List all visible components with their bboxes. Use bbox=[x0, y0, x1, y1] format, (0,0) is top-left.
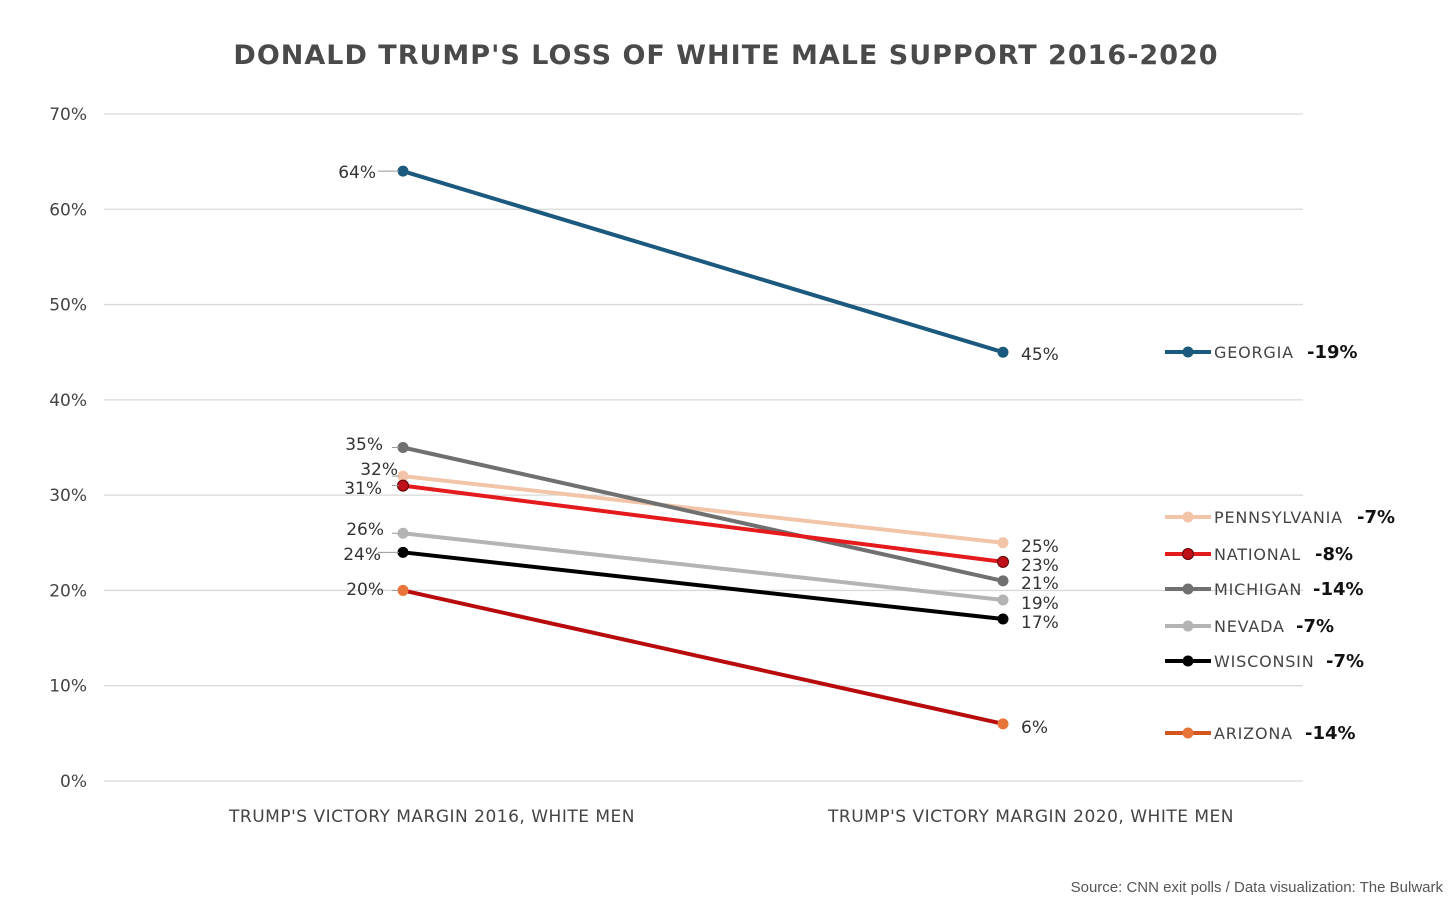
data-label-national: 31% bbox=[344, 479, 382, 499]
data-point-wisconsin bbox=[397, 546, 409, 558]
data-label-georgia: 64% bbox=[338, 163, 376, 183]
y-tick-label: 30% bbox=[49, 486, 87, 506]
y-tick-label: 60% bbox=[49, 200, 87, 220]
data-labels: 26% 19% 24% 17% 32% 25% 35% 21% 31% 23% 20% 6% 64% 45… bbox=[338, 163, 1059, 738]
legend-change: -19% bbox=[1307, 342, 1358, 363]
legend-marker-wisconsin bbox=[1182, 655, 1194, 667]
data-label-national: 23% bbox=[1021, 556, 1059, 576]
y-tick-label: 0% bbox=[60, 772, 87, 792]
legend-marker-nevada bbox=[1182, 620, 1194, 632]
data-point-michigan bbox=[397, 442, 409, 453]
data-point-national bbox=[997, 555, 1009, 568]
legend-change: -14% bbox=[1305, 723, 1356, 744]
y-tick-label: 50% bbox=[49, 296, 87, 316]
data-point-georgia bbox=[997, 346, 1009, 358]
data-point-arizona bbox=[397, 584, 409, 596]
legend-name: NATIONAL bbox=[1214, 545, 1301, 564]
legend-name: ARIZONA bbox=[1214, 724, 1293, 743]
y-tick-label: 10% bbox=[49, 677, 87, 697]
data-label-nevada: 19% bbox=[1021, 594, 1059, 614]
data-label-pennsylvania: 25% bbox=[1021, 537, 1059, 557]
legend-change: -14% bbox=[1313, 579, 1364, 600]
legend-change: -7% bbox=[1296, 616, 1334, 637]
series-line-wisconsin bbox=[401, 550, 1005, 622]
legend-name: PENNSYLVANIA bbox=[1214, 508, 1343, 527]
data-label-pennsylvania: 32% bbox=[360, 460, 398, 480]
data-point-georgia bbox=[397, 165, 409, 177]
series-line-nevada bbox=[401, 531, 1005, 602]
legend-change: -7% bbox=[1357, 507, 1395, 528]
data-point-arizona bbox=[997, 718, 1009, 730]
x-axis-categories: TRUMP'S VICTORY MARGIN 2016, WHITE MEN TR… bbox=[228, 807, 1234, 827]
data-point-nevada bbox=[397, 527, 409, 539]
legend-change: -8% bbox=[1315, 544, 1353, 565]
data-point-nevada bbox=[997, 594, 1009, 606]
data-label-michigan: 21% bbox=[1021, 574, 1059, 594]
legend-name: NEVADA bbox=[1214, 617, 1285, 636]
series-line-national bbox=[401, 483, 1005, 564]
x-category-label: TRUMP'S VICTORY MARGIN 2020, WHITE MEN bbox=[827, 807, 1234, 827]
legend-name: MICHIGAN bbox=[1214, 580, 1302, 599]
y-tick-label: 70% bbox=[49, 105, 87, 125]
data-label-michigan: 35% bbox=[345, 435, 383, 455]
data-label-wisconsin: 24% bbox=[343, 545, 381, 565]
x-category-label: TRUMP'S VICTORY MARGIN 2016, WHITE MEN bbox=[228, 807, 635, 827]
legend: GEORGIA -19% PENNSYLVANIA -7% NATIONAL -8% MIC… bbox=[1165, 342, 1395, 744]
series-line-michigan bbox=[401, 445, 1005, 583]
data-point-national bbox=[397, 479, 409, 492]
series-line-pennsylvania bbox=[401, 474, 1005, 545]
legend-name: WISCONSIN bbox=[1214, 652, 1314, 671]
y-axis-ticks: 0% 10% 20% 30% 40% 50% 60% 70% bbox=[49, 105, 87, 792]
y-tick-label: 20% bbox=[49, 581, 87, 601]
y-tick-label: 40% bbox=[49, 391, 87, 411]
legend-marker-georgia bbox=[1182, 346, 1194, 358]
data-label-georgia: 45% bbox=[1021, 345, 1059, 365]
data-point-michigan bbox=[997, 575, 1009, 587]
series-line-arizona bbox=[401, 588, 1005, 726]
legend-change: -7% bbox=[1326, 651, 1364, 672]
legend-marker-pennsylvania bbox=[1182, 511, 1194, 523]
series-line-georgia bbox=[401, 169, 1005, 355]
legend-marker-michigan bbox=[1182, 583, 1194, 595]
data-point-wisconsin bbox=[997, 613, 1009, 625]
gridlines bbox=[104, 113, 1303, 782]
legend-name: GEORGIA bbox=[1214, 343, 1294, 362]
source-note: Source: CNN exit polls / Data visualizat… bbox=[1071, 879, 1444, 896]
data-point-pennsylvania bbox=[997, 537, 1009, 549]
data-point-pennsylvania bbox=[397, 470, 409, 482]
legend-marker-national bbox=[1182, 548, 1194, 560]
chart-title: DONALD TRUMP'S LOSS OF WHITE MALE SUPPOR… bbox=[233, 40, 1218, 71]
data-label-arizona: 20% bbox=[346, 580, 384, 600]
data-label-arizona: 6% bbox=[1021, 718, 1048, 738]
data-label-nevada: 26% bbox=[346, 520, 384, 540]
series-lines bbox=[378, 165, 1009, 730]
legend-marker-arizona bbox=[1182, 727, 1194, 739]
data-label-wisconsin: 17% bbox=[1021, 613, 1059, 633]
